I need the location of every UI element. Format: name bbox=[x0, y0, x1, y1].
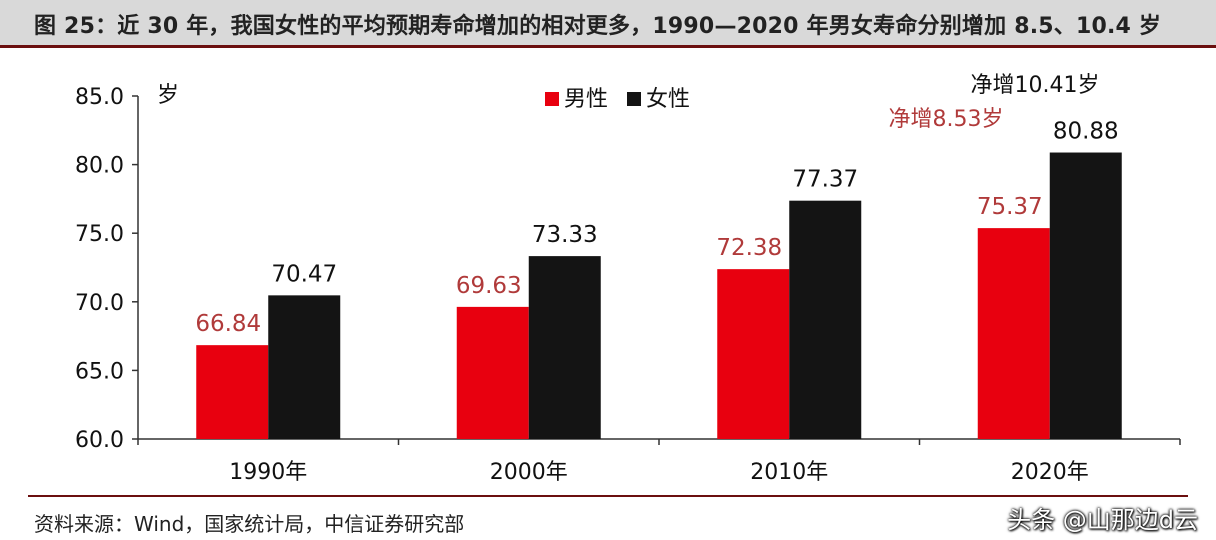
y-axis-unit-label: 岁 bbox=[157, 83, 179, 108]
data-label-male: 69.63 bbox=[456, 273, 522, 299]
data-label-female: 73.33 bbox=[532, 222, 598, 248]
bars bbox=[196, 152, 1122, 439]
data-label-female: 77.37 bbox=[792, 167, 858, 193]
bar-male bbox=[717, 269, 790, 439]
y-axis: 60.0 65.0 70.0 75.0 80.0 85.0 bbox=[75, 85, 1181, 453]
source-note: 资料来源：Wind，国家统计局，中信证券研究部 bbox=[34, 512, 465, 536]
annotation-female-increase: 净增10.41岁 bbox=[971, 73, 1100, 98]
legend-label-male: 男性 bbox=[564, 87, 608, 112]
data-label-female: 80.88 bbox=[1053, 119, 1119, 145]
x-axis-labels: 1990年 2000年 2010年 2020年 bbox=[229, 460, 1089, 485]
legend-swatch-male bbox=[545, 92, 559, 106]
data-label-male: 66.84 bbox=[195, 311, 261, 337]
bar-female bbox=[789, 200, 862, 439]
x-tick-label: 2020年 bbox=[1011, 460, 1089, 485]
x-tick-label: 2000年 bbox=[490, 460, 568, 485]
bar-male bbox=[196, 345, 269, 439]
y-tick-label: 80.0 bbox=[75, 154, 124, 179]
y-tick-label: 70.0 bbox=[75, 291, 124, 316]
chart-title: 图 25：近 30 年，我国女性的平均预期寿命增加的相对更多，1990—2020… bbox=[34, 14, 1162, 39]
x-tick-label: 2010年 bbox=[750, 460, 828, 485]
bottom-divider bbox=[28, 495, 1188, 497]
data-label-male: 72.38 bbox=[716, 235, 782, 261]
x-tick-label: 1990年 bbox=[229, 460, 307, 485]
bar-female bbox=[528, 256, 601, 439]
y-tick-label: 65.0 bbox=[75, 359, 124, 384]
data-label-male: 75.37 bbox=[977, 194, 1043, 220]
value-labels: 66.84 70.47 69.63 73.33 72.38 77.37 75.37 80.88 bbox=[195, 119, 1118, 338]
y-tick-label: 75.0 bbox=[75, 222, 124, 247]
y-tick-label: 85.0 bbox=[75, 85, 124, 110]
y-tick-label: 60.0 bbox=[75, 428, 124, 453]
data-label-female: 70.47 bbox=[271, 261, 337, 287]
bar-female bbox=[268, 295, 341, 439]
legend: 男性 女性 bbox=[545, 87, 690, 112]
bar-male bbox=[977, 228, 1050, 439]
bar-male bbox=[456, 306, 529, 439]
annotation-male-increase: 净增8.53岁 bbox=[889, 107, 1004, 132]
bar-female bbox=[1049, 152, 1122, 439]
title-bar: 图 25：近 30 年，我国女性的平均预期寿命增加的相对更多，1990—2020… bbox=[0, 0, 1216, 48]
watermark: 头条 @山那边d云 bbox=[1007, 506, 1198, 534]
bar-chart: 60.0 65.0 70.0 75.0 80.0 85.0 66.84 70.47 69.63… bbox=[75, 73, 1181, 485]
legend-swatch-female bbox=[627, 92, 641, 106]
legend-label-female: 女性 bbox=[646, 87, 690, 112]
